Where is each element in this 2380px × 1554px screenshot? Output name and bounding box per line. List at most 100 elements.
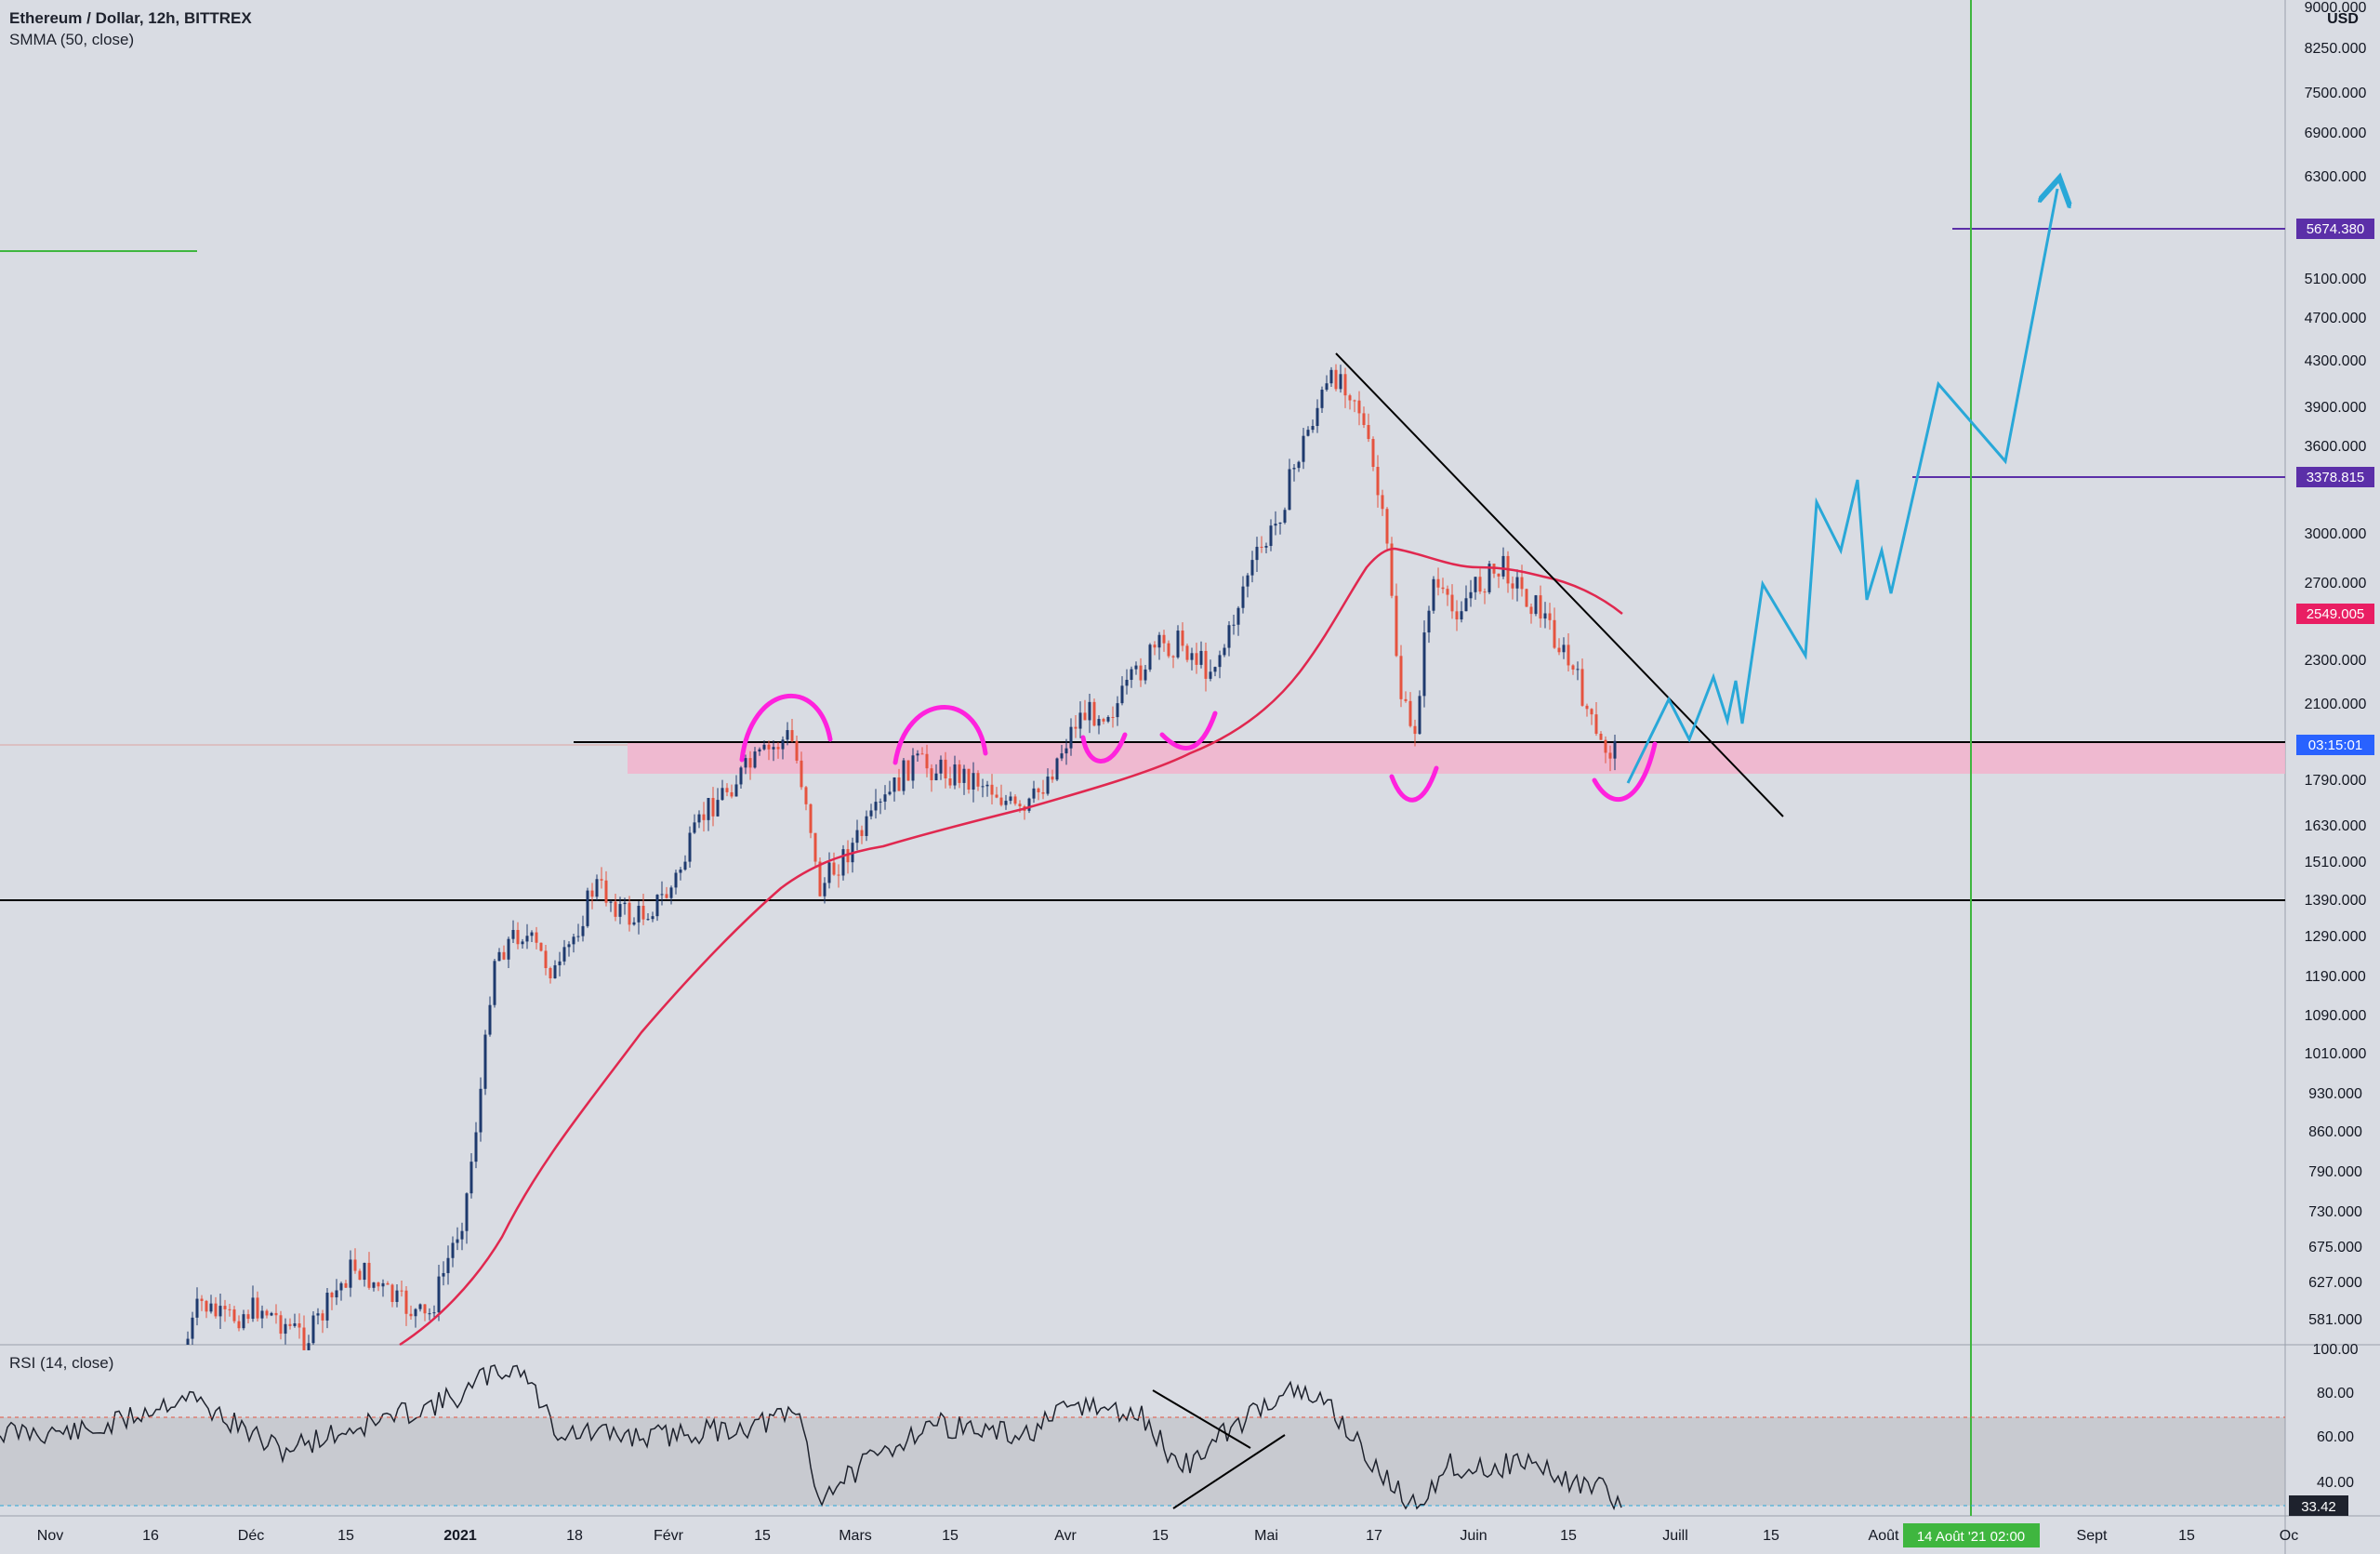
candle-body — [632, 922, 636, 925]
candle-body — [930, 768, 933, 780]
candle-body — [744, 758, 747, 768]
candle-body — [1381, 495, 1384, 510]
candle-body — [1329, 369, 1333, 384]
candle-body — [507, 938, 510, 960]
candle-body — [697, 814, 701, 823]
price-tick-label: 3000.000 — [2305, 526, 2367, 542]
candle-body — [1232, 624, 1236, 626]
candle-body — [377, 1282, 380, 1287]
time-tick-label: Févr — [654, 1528, 684, 1544]
descending-trendline[interactable] — [1335, 352, 1784, 817]
candle-body — [614, 901, 617, 917]
candle-body — [916, 753, 919, 756]
crosshair-time-badge — [1903, 1523, 2040, 1547]
candle-body — [1139, 665, 1143, 681]
candle-body — [442, 1272, 445, 1277]
smma-line[interactable] — [399, 547, 1623, 1347]
candle-body — [223, 1306, 227, 1309]
price-pane[interactable] — [0, 0, 2285, 1345]
price-axis[interactable]: 9000.000 8250.000 7500.000 6900.000 6300.000… — [2305, 0, 2367, 1328]
indicator-label[interactable]: SMMA (50, close) — [9, 31, 135, 48]
candle-body — [1562, 644, 1566, 653]
projection-path[interactable] — [1626, 189, 2057, 784]
candle-body — [400, 1290, 403, 1292]
pattern-annotations — [739, 693, 1658, 803]
candle-body — [530, 932, 534, 936]
pattern-top-1 — [739, 693, 833, 763]
candle-body — [1543, 613, 1547, 619]
price-tick-label: 1290.000 — [2305, 929, 2367, 945]
candle-body — [321, 1313, 324, 1321]
time-tick-label: 17 — [1366, 1528, 1382, 1544]
candle-body — [284, 1323, 287, 1335]
candle-body — [483, 1034, 487, 1089]
symbol-title[interactable]: Ethereum / Dollar, 12h, BITTREX — [9, 9, 252, 27]
price-tick-label: 1630.000 — [2305, 818, 2367, 834]
candle-body — [330, 1293, 334, 1298]
candle-body — [1343, 374, 1347, 396]
candle-body — [200, 1298, 204, 1301]
candle-body — [1250, 560, 1254, 576]
candle-body — [1236, 607, 1240, 625]
price-badge-label: 5674.380 — [2307, 221, 2365, 237]
candle-body — [827, 862, 831, 883]
candle-body — [1497, 573, 1501, 577]
time-tick-label: Juill — [1662, 1528, 1688, 1544]
candle-body — [1004, 801, 1008, 805]
candle-body — [195, 1298, 199, 1318]
candle-body — [1264, 546, 1268, 548]
candle-body — [781, 739, 785, 750]
rsi-divergence-line-2[interactable] — [1172, 1434, 1286, 1509]
candle-body — [1320, 390, 1324, 408]
candle-body — [1599, 733, 1603, 740]
candle-body — [1483, 591, 1487, 593]
candle-body — [1032, 788, 1036, 799]
candle-body — [1111, 716, 1115, 718]
candle-body — [1604, 739, 1607, 753]
candle-body — [1130, 669, 1133, 681]
price-badge-label: 03:15:01 — [2308, 737, 2362, 753]
candle-body — [902, 760, 906, 791]
candle-body — [232, 1309, 236, 1322]
crosshair-time-label: 14 Août '21 02:00 — [1917, 1529, 2025, 1545]
candle-body — [279, 1315, 283, 1335]
candle-body — [270, 1312, 273, 1316]
candle-body — [641, 905, 645, 920]
candle-body — [372, 1282, 376, 1288]
candle-body — [1422, 632, 1426, 697]
candle-body — [521, 941, 524, 945]
rsi-divergence-line-1[interactable] — [1152, 1389, 1251, 1449]
candle-body — [302, 1327, 306, 1350]
candle-body — [1102, 719, 1105, 722]
rsi-line[interactable] — [0, 1364, 1622, 1511]
candle-body — [795, 740, 799, 761]
candle-body — [600, 879, 603, 881]
candle-body — [1274, 524, 1277, 526]
price-badge-label: 2549.005 — [2307, 606, 2365, 622]
candle-body — [1051, 777, 1054, 780]
candle-body — [1185, 645, 1189, 660]
pattern-dip-1 — [1080, 732, 1128, 764]
support-zone[interactable] — [628, 742, 2285, 774]
candle-body — [1306, 430, 1310, 436]
candle-body — [1534, 595, 1538, 615]
candle-body — [655, 895, 659, 917]
time-tick-label: 15 — [337, 1528, 354, 1544]
candle-body — [1590, 709, 1593, 715]
candle-body — [897, 777, 901, 791]
candle-body — [1283, 510, 1287, 523]
candle-body — [623, 902, 627, 905]
price-tick-label: 7500.000 — [2305, 86, 2367, 101]
candle-body — [679, 870, 682, 873]
time-axis[interactable]: Nov 16 Déc 15 2021 18 Févr 15 Mars 15 Avr 15 Mai 17 Ju… — [37, 1528, 2298, 1544]
candle-body — [409, 1313, 413, 1317]
candle-body — [311, 1315, 315, 1344]
rsi-legend[interactable]: RSI (14, close) — [9, 1354, 114, 1372]
candle-body — [404, 1290, 408, 1314]
candle-body — [562, 947, 566, 962]
time-tick-label: 16 — [142, 1528, 159, 1544]
candle-body — [246, 1314, 250, 1320]
candle-body — [1153, 644, 1157, 648]
candle-body — [390, 1284, 394, 1302]
